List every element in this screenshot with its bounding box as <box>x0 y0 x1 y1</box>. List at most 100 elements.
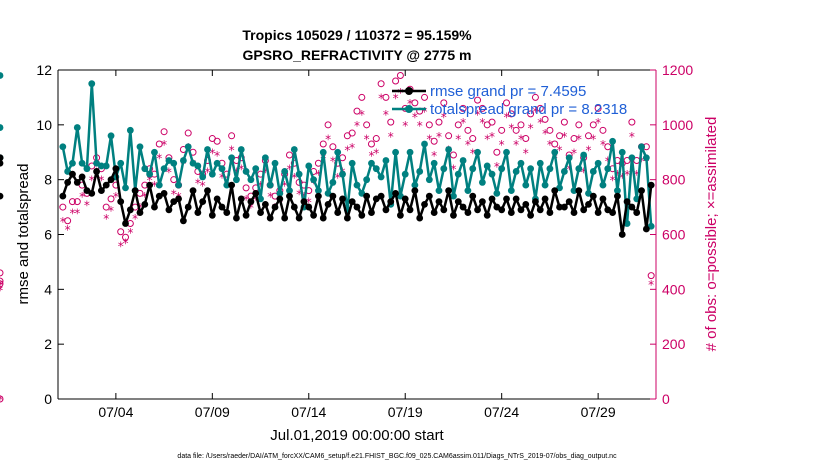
totalspread-point <box>478 179 486 186</box>
rmse-point <box>401 195 409 203</box>
totalspread-point <box>425 176 433 184</box>
obs-assimilated-marker: * <box>595 116 601 130</box>
obs-assimilated-marker: * <box>581 165 587 179</box>
obs-assimilated-marker: * <box>460 116 466 130</box>
obs-possible-marker <box>498 126 506 134</box>
rmse-point <box>184 203 192 211</box>
totalspread-point <box>353 181 361 189</box>
obs-possible-marker <box>363 121 371 129</box>
obs-possible-marker <box>594 104 602 112</box>
rmse-point <box>218 203 226 211</box>
rmse-point <box>179 217 187 225</box>
plot-area <box>58 70 656 399</box>
rmse-point <box>368 209 375 216</box>
totalspread-point <box>623 220 631 227</box>
obs-assimilated-marker: * <box>422 105 428 119</box>
rmse-point <box>281 214 289 222</box>
totalspread-point <box>122 184 129 192</box>
rmse-point <box>445 187 453 195</box>
rmse-point <box>478 198 486 206</box>
rmse-point <box>0 192 4 200</box>
rmse-point <box>199 198 207 206</box>
obs-assimilated-marker: * <box>156 152 162 166</box>
totalspread-point <box>551 148 559 156</box>
rmse-point <box>387 198 395 206</box>
rmse-point <box>517 206 525 214</box>
obs-assimilated-marker: * <box>542 127 548 141</box>
rmse-point <box>257 209 264 216</box>
rmse-point <box>146 181 154 189</box>
obs-assimilated-marker: * <box>166 165 172 179</box>
obs-assimilated-marker: * <box>431 149 437 163</box>
rmse-point <box>261 200 269 208</box>
totalspread-point <box>194 162 202 170</box>
obs-assimilated-marker: * <box>528 122 534 136</box>
obs-assimilated-marker: * <box>513 138 519 152</box>
y2-tick-label: 800 <box>662 172 686 188</box>
obs-assimilated-marker: * <box>373 146 379 160</box>
rmse-point <box>580 206 588 214</box>
obs-assimilated-marker: * <box>610 174 616 188</box>
totalspread-point <box>204 146 211 153</box>
rmse-point <box>570 209 578 216</box>
totalspread-point <box>416 168 424 175</box>
obs-assimilated-marker: * <box>253 193 259 207</box>
x-axis-ticks: 07/04 07/09 07/14 07/19 07/24 07/29 <box>98 70 616 420</box>
obs-assimilated-marker: * <box>532 105 538 119</box>
rmse-point <box>59 192 67 200</box>
x-tick-label: 07/24 <box>484 404 519 420</box>
x-axis-label: Jul.01,2019 00:00:00 start <box>270 427 444 444</box>
obs-possible-marker <box>421 93 429 101</box>
obs-possible-marker <box>527 110 535 118</box>
obs-possible-marker <box>575 121 583 129</box>
obs-assimilated-marker: * <box>393 91 399 105</box>
totalspread-point <box>614 187 621 195</box>
obs-possible-marker <box>348 129 356 137</box>
totalspread-point <box>430 159 438 167</box>
totalspread-point <box>170 159 178 167</box>
rmse-point <box>237 195 245 203</box>
obs-possible-marker <box>387 118 395 126</box>
obs-assimilated-marker: * <box>171 187 177 201</box>
y-tick-label: 6 <box>44 227 52 243</box>
totalspread-point <box>233 176 240 184</box>
rmse-point <box>189 187 197 195</box>
totalspread-point <box>450 192 457 200</box>
obs-assimilated-marker: * <box>335 171 341 185</box>
y-axis-label: rmse and totalspread <box>15 164 32 305</box>
obs-possible-marker <box>589 121 597 129</box>
obs-possible-marker <box>0 280 4 288</box>
legend-rmse-marker <box>405 87 413 95</box>
obs-assimilated-marker: * <box>315 168 321 182</box>
rmse-point <box>522 200 530 208</box>
obs-assimilated-marker: * <box>267 190 273 204</box>
rmse-point <box>126 206 134 214</box>
rmse-point <box>527 211 535 219</box>
rmse-point <box>141 200 149 208</box>
obs-possible-marker <box>493 148 501 156</box>
rmse-point <box>536 206 544 214</box>
rmse-point <box>560 203 568 211</box>
totalspread-point <box>348 159 356 167</box>
rmse-point <box>233 214 240 222</box>
totalspread-point <box>160 165 168 173</box>
obs-possible-marker <box>353 107 361 115</box>
obs-possible-marker <box>0 277 4 285</box>
rmse-point <box>131 187 139 195</box>
totalspread-point <box>483 162 491 170</box>
obs-assimilated-marker: * <box>450 163 456 177</box>
obs-possible-marker <box>213 137 221 145</box>
totalspread-point <box>310 176 317 184</box>
totalspread-point <box>512 168 520 175</box>
obs-assimilated-marker: * <box>523 146 529 160</box>
obs-assimilated-marker: * <box>132 212 138 226</box>
obs-assimilated-marker: * <box>475 108 481 122</box>
obs-possible-marker <box>512 126 520 134</box>
totalspread-point <box>126 126 134 134</box>
y-tick-label: 0 <box>44 391 52 407</box>
rmse-point <box>556 203 563 211</box>
rmse-point <box>440 206 448 214</box>
obs-assimilated-marker: * <box>118 239 124 253</box>
y-tick-label: 12 <box>36 62 52 78</box>
rmse-point <box>329 192 337 200</box>
